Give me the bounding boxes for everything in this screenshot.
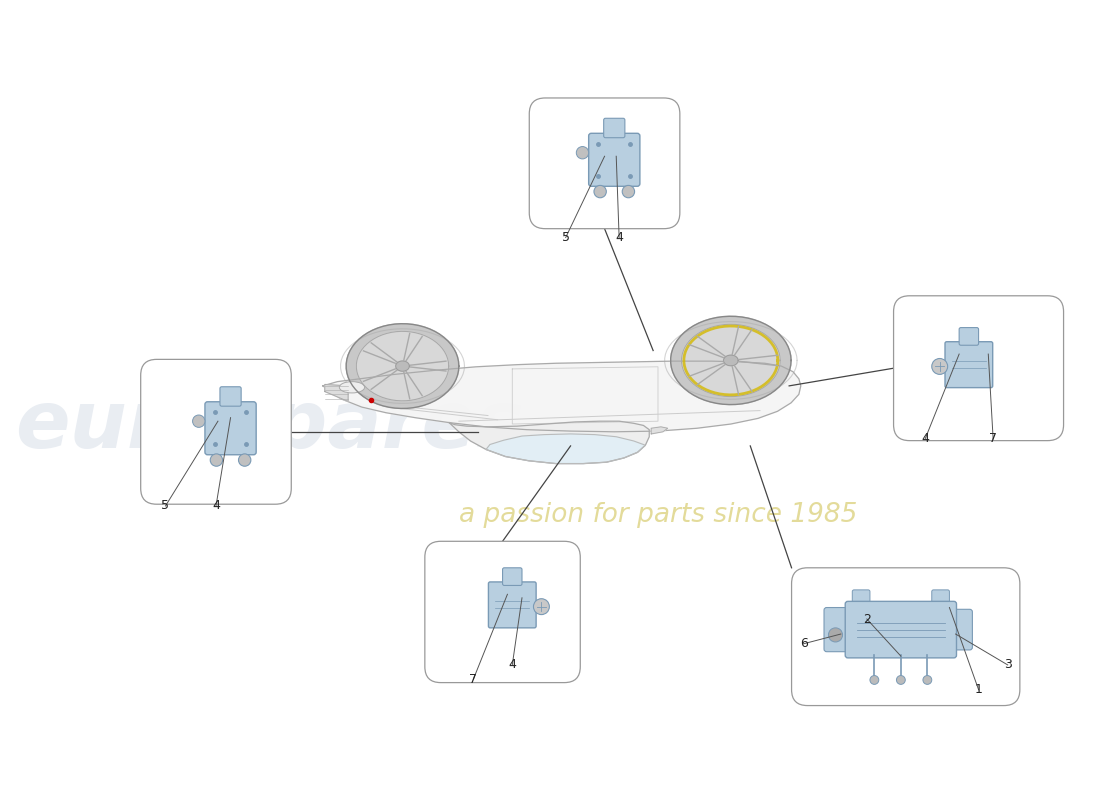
Text: 5: 5 [162, 499, 169, 513]
FancyBboxPatch shape [604, 118, 625, 138]
FancyBboxPatch shape [141, 359, 292, 504]
Text: 3: 3 [1004, 658, 1012, 671]
Text: 4: 4 [212, 499, 220, 513]
FancyBboxPatch shape [824, 607, 854, 652]
Circle shape [192, 415, 205, 427]
Polygon shape [682, 324, 780, 397]
Text: 6: 6 [800, 638, 807, 650]
FancyBboxPatch shape [945, 342, 992, 388]
Text: 2: 2 [862, 613, 871, 626]
Circle shape [534, 598, 549, 614]
Text: 4: 4 [508, 658, 516, 671]
Polygon shape [486, 434, 646, 463]
FancyBboxPatch shape [852, 590, 870, 606]
Circle shape [576, 146, 588, 159]
FancyBboxPatch shape [220, 386, 241, 406]
Polygon shape [449, 421, 649, 463]
Polygon shape [322, 361, 801, 432]
Polygon shape [356, 331, 449, 401]
FancyBboxPatch shape [488, 582, 536, 628]
Polygon shape [346, 324, 459, 409]
Circle shape [932, 358, 948, 374]
FancyBboxPatch shape [503, 568, 522, 586]
Circle shape [210, 454, 222, 466]
FancyBboxPatch shape [588, 134, 640, 186]
Circle shape [828, 628, 843, 642]
FancyBboxPatch shape [425, 542, 581, 682]
Text: 7: 7 [470, 673, 477, 686]
Polygon shape [324, 385, 348, 402]
Polygon shape [651, 427, 668, 434]
Polygon shape [724, 355, 738, 366]
Text: 4: 4 [921, 432, 929, 446]
FancyBboxPatch shape [205, 402, 256, 454]
Text: 7: 7 [989, 432, 997, 446]
FancyBboxPatch shape [529, 98, 680, 229]
FancyBboxPatch shape [845, 602, 957, 658]
FancyBboxPatch shape [959, 327, 979, 346]
Circle shape [870, 675, 879, 684]
Circle shape [896, 675, 905, 684]
FancyBboxPatch shape [893, 296, 1064, 441]
Polygon shape [671, 316, 791, 405]
FancyBboxPatch shape [948, 610, 972, 650]
Text: 4: 4 [615, 231, 623, 244]
Circle shape [239, 454, 251, 466]
Text: 1: 1 [975, 683, 982, 696]
Text: eurospares: eurospares [15, 387, 525, 466]
Circle shape [623, 186, 635, 198]
Polygon shape [396, 361, 409, 371]
FancyBboxPatch shape [932, 590, 949, 606]
Circle shape [594, 186, 606, 198]
Text: 5: 5 [562, 231, 570, 244]
FancyBboxPatch shape [792, 568, 1020, 706]
Text: a passion for parts since 1985: a passion for parts since 1985 [459, 502, 858, 528]
Circle shape [923, 675, 932, 684]
Ellipse shape [340, 382, 364, 393]
